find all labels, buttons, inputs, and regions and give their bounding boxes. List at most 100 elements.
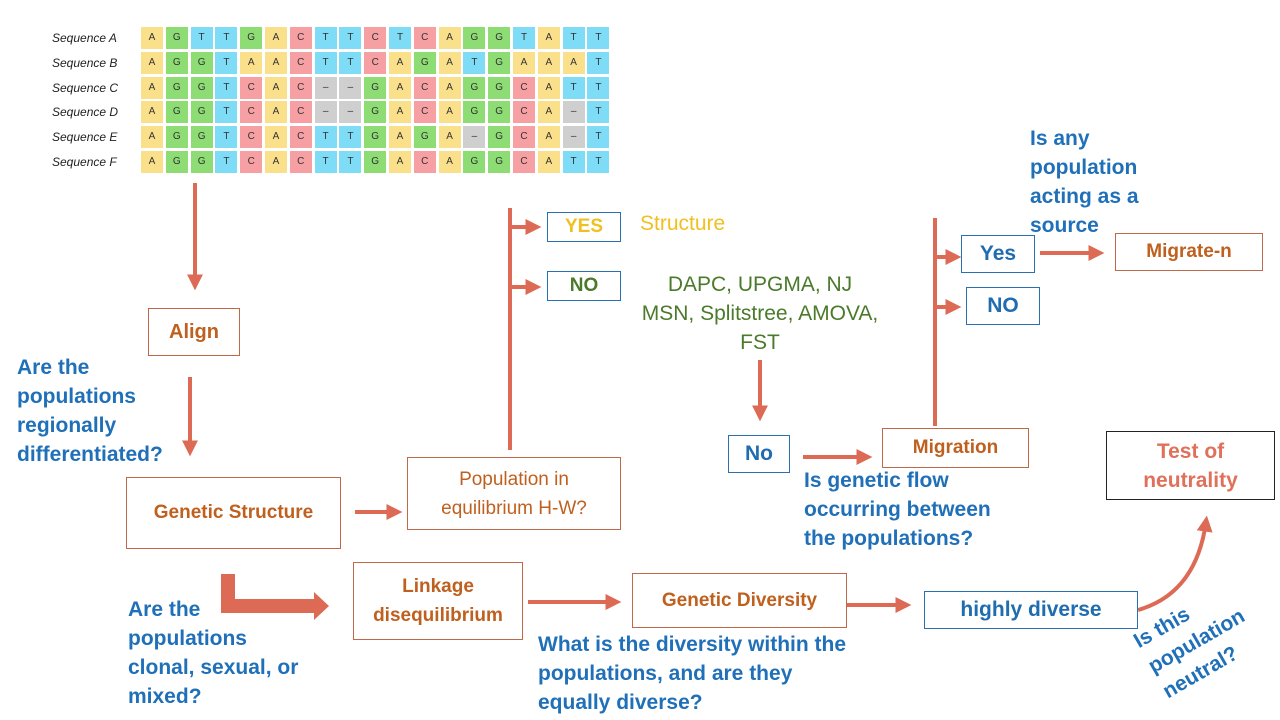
base-cell: A [265, 76, 287, 99]
base-cell: T [215, 51, 238, 74]
migrate-n-label: Migrate-n [1146, 241, 1232, 262]
base-cell: A [265, 51, 287, 74]
base-cell: – [314, 76, 337, 99]
base-cell: C [289, 27, 312, 49]
base-cell: T [562, 76, 585, 99]
sequence-label: Sequence B [52, 55, 118, 70]
test-neutrality-label: Test of neutrality [1143, 439, 1238, 492]
base-cell: A [562, 51, 585, 74]
base-cell: A [537, 76, 560, 99]
base-cell: C [413, 27, 436, 49]
base-cell: A [389, 76, 411, 99]
methods-line-1: DAPC, UPGMA, NJ [667, 273, 853, 296]
base-cell: G [463, 76, 486, 99]
no-migration-label: NO [987, 294, 1019, 317]
base-cell: G [190, 126, 213, 149]
base-cell: A [438, 151, 461, 173]
base-cell: G [463, 151, 486, 173]
base-cell: A [389, 51, 411, 74]
base-cell: T [587, 101, 610, 124]
base-cell: G [364, 76, 387, 99]
base-cell: T [215, 126, 238, 149]
yes-migration-box: Yes [961, 235, 1035, 273]
base-cell: G [364, 151, 387, 173]
base-cell: A [265, 126, 287, 149]
base-cell: G [488, 126, 511, 149]
base-cell: T [587, 51, 610, 74]
base-cell: A [537, 51, 560, 74]
base-cell: A [141, 101, 163, 124]
yes-migration-label: Yes [979, 242, 1017, 265]
base-cell: G [190, 151, 213, 173]
base-cell: G [240, 27, 263, 49]
no-mid-box: No [728, 435, 790, 473]
align-label: Align [169, 320, 219, 343]
base-cell: A [537, 151, 560, 173]
base-cell: C [289, 126, 312, 149]
base-cell: C [513, 101, 535, 124]
yes-label: YES [564, 216, 604, 237]
base-cell: A [141, 51, 163, 74]
base-cell: C [240, 126, 263, 149]
base-cell: A [141, 27, 163, 49]
highly-diverse-label: highly diverse [960, 598, 1102, 621]
base-cell: A [265, 27, 287, 49]
base-cell: A [438, 76, 461, 99]
thick-arrow-structure-to-linkage [221, 574, 329, 620]
base-cell: C [513, 76, 535, 99]
migration-box: Migration [882, 428, 1029, 468]
base-cell: A [438, 101, 461, 124]
base-cell: C [289, 101, 312, 124]
base-cell: G [488, 76, 511, 99]
linkage-label: Linkage disequilibrium [373, 576, 503, 626]
genetic-structure-box: Genetic Structure [126, 477, 341, 549]
base-cell: G [463, 27, 486, 49]
methods-line-2: MSN, Splitstree, AMOVA, [641, 302, 879, 325]
base-cell: – [339, 76, 362, 99]
base-cell: A [265, 101, 287, 124]
base-cell: G [165, 151, 188, 173]
base-cell: T [587, 76, 610, 99]
base-cell: G [165, 76, 188, 99]
base-cell: – [339, 101, 362, 124]
base-cell: – [314, 101, 337, 124]
migrate-n-box: Migrate-n [1115, 233, 1263, 271]
question-clonal: Are the populations clonal, sexual, or m… [128, 598, 299, 708]
no-box: NO [547, 271, 621, 301]
genetic-structure-label: Genetic Structure [153, 502, 314, 523]
test-neutrality-box: Test of neutrality [1106, 431, 1275, 500]
sequence-label: Sequence F [52, 155, 117, 169]
base-cell: T [215, 151, 238, 173]
base-cell: C [240, 151, 263, 173]
base-cell: A [438, 126, 461, 149]
base-cell: T [513, 27, 535, 49]
question-regional: Are the populations regionally different… [17, 356, 163, 466]
base-cell: A [389, 151, 411, 173]
base-cell: T [215, 101, 238, 124]
base-cell: G [488, 27, 511, 49]
base-cell: T [339, 126, 362, 149]
base-cell: G [165, 126, 188, 149]
base-cell: G [364, 126, 387, 149]
base-cell: T [190, 27, 213, 49]
base-cell: G [165, 27, 188, 49]
base-cell: T [314, 126, 337, 149]
base-cell: A [537, 126, 560, 149]
base-cell: T [314, 27, 337, 49]
base-cell: T [587, 151, 610, 173]
align-box: Align [148, 308, 240, 356]
question-source: Is any population acting as a source [1030, 127, 1139, 237]
base-cell: A [389, 126, 411, 149]
base-cell: – [562, 101, 585, 124]
base-cell: T [314, 51, 337, 74]
base-cell: A [389, 101, 411, 124]
base-cell: G [165, 51, 188, 74]
base-cell: – [463, 126, 486, 149]
base-cell: A [438, 51, 461, 74]
base-cell: A [141, 76, 163, 99]
question-diversity: What is the diversity within the populat… [538, 633, 847, 714]
base-cell: A [141, 126, 163, 149]
base-cell: A [265, 151, 287, 173]
base-cell: G [190, 101, 213, 124]
linkage-box: Linkage disequilibrium [353, 562, 523, 640]
